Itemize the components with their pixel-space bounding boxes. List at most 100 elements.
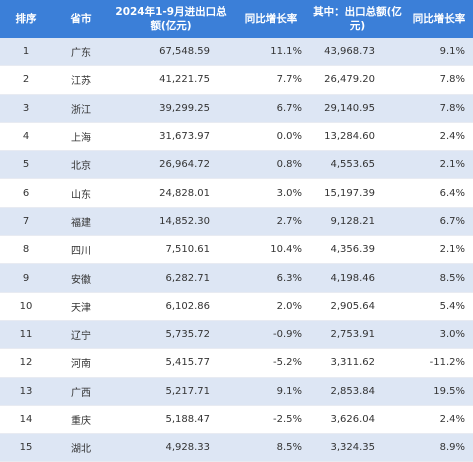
cell-export-growth: 3.0%	[405, 320, 473, 350]
cell-export-growth: 2.1%	[405, 150, 473, 180]
cell-rank: 9	[0, 263, 52, 293]
cell-rank: 2	[0, 65, 52, 95]
cell-total-trade: 7,510.61	[110, 235, 232, 265]
cell-export: 9,128.21	[310, 207, 405, 237]
cell-total-trade: 67,548.59	[110, 38, 232, 67]
table-row: 14 重庆 5,188.47 -2.5% 3,626.04 2.4%	[0, 405, 473, 435]
cell-province: 浙江	[52, 94, 110, 123]
cell-total-growth: 10.4%	[232, 235, 310, 265]
cell-rank: 3	[0, 94, 52, 123]
table-row: 2 江苏 41,221.75 7.7% 26,479.20 7.8%	[0, 65, 473, 95]
cell-rank: 8	[0, 235, 52, 265]
cell-export-growth: 7.8%	[405, 94, 473, 123]
cell-total-trade: 6,282.71	[110, 263, 232, 293]
cell-total-trade: 5,188.47	[110, 405, 232, 435]
cell-total-trade: 31,673.97	[110, 122, 232, 152]
cell-total-growth: -5.2%	[232, 348, 310, 378]
cell-total-growth: 2.0%	[232, 292, 310, 321]
cell-export: 13,284.60	[310, 122, 405, 152]
header-province: 省市	[52, 0, 110, 38]
cell-export: 43,968.73	[310, 38, 405, 67]
cell-total-growth: 7.7%	[232, 65, 310, 95]
cell-export: 2,853.84	[310, 377, 405, 406]
cell-export: 29,140.95	[310, 94, 405, 123]
cell-export: 3,311.62	[310, 348, 405, 378]
cell-export-growth: 19.5%	[405, 377, 473, 406]
cell-export-growth: 2.4%	[405, 405, 473, 435]
cell-export: 4,553.65	[310, 150, 405, 180]
cell-total-growth: 2.7%	[232, 207, 310, 237]
table-row: 12 河南 5,415.77 -5.2% 3,311.62 -11.2%	[0, 348, 473, 378]
cell-export-growth: 2.1%	[405, 235, 473, 265]
cell-rank: 7	[0, 207, 52, 237]
cell-rank: 10	[0, 292, 52, 321]
cell-export: 15,197.39	[310, 178, 405, 208]
table-row: 7 福建 14,852.30 2.7% 9,128.21 6.7%	[0, 207, 473, 237]
cell-export-growth: 6.4%	[405, 178, 473, 208]
cell-total-trade: 5,217.71	[110, 377, 232, 406]
cell-export-growth: 8.5%	[405, 263, 473, 293]
cell-total-growth: -2.5%	[232, 405, 310, 435]
cell-export-growth: 2.4%	[405, 122, 473, 152]
cell-total-growth: 9.1%	[232, 377, 310, 406]
cell-export: 4,198.46	[310, 263, 405, 293]
table-row: 4 上海 31,673.97 0.0% 13,284.60 2.4%	[0, 122, 473, 152]
cell-total-growth: 3.0%	[232, 178, 310, 208]
cell-total-trade: 5,415.77	[110, 348, 232, 378]
cell-export-growth: 5.4%	[405, 292, 473, 321]
cell-export-growth: 7.8%	[405, 65, 473, 95]
cell-total-growth: 11.1%	[232, 38, 310, 67]
table-row: 13 广西 5,217.71 9.1% 2,853.84 19.5%	[0, 377, 473, 406]
cell-province: 福建	[52, 207, 110, 237]
cell-total-growth: 6.3%	[232, 263, 310, 293]
cell-export: 2,905.64	[310, 292, 405, 321]
cell-province: 河南	[52, 348, 110, 378]
cell-total-trade: 41,221.75	[110, 65, 232, 95]
cell-province: 广西	[52, 377, 110, 406]
table-row: 8 四川 7,510.61 10.4% 4,356.39 2.1%	[0, 235, 473, 265]
cell-export-growth: 9.1%	[405, 38, 473, 67]
cell-province: 上海	[52, 122, 110, 152]
cell-total-trade: 6,102.86	[110, 292, 232, 321]
cell-province: 四川	[52, 235, 110, 265]
cell-province: 安徽	[52, 263, 110, 293]
header-total-growth: 同比增长率	[232, 0, 310, 38]
table-row: 1 广东 67,548.59 11.1% 43,968.73 9.1%	[0, 38, 473, 67]
cell-province: 山东	[52, 178, 110, 208]
cell-total-trade: 5,735.72	[110, 320, 232, 350]
cell-total-trade: 14,852.30	[110, 207, 232, 237]
cell-rank: 13	[0, 377, 52, 406]
cell-export: 3,626.04	[310, 405, 405, 435]
table-row: 11 辽宁 5,735.72 -0.9% 2,753.91 3.0%	[0, 320, 473, 350]
cell-total-growth: -0.9%	[232, 320, 310, 350]
table-row: 10 天津 6,102.86 2.0% 2,905.64 5.4%	[0, 292, 473, 321]
table-row: 5 北京 26,964.72 0.8% 4,553.65 2.1%	[0, 150, 473, 180]
cell-export-growth: 6.7%	[405, 207, 473, 237]
cell-total-growth: 0.0%	[232, 122, 310, 152]
cell-rank: 14	[0, 405, 52, 435]
cell-province: 辽宁	[52, 320, 110, 350]
cell-rank: 1	[0, 38, 52, 67]
header-export-growth: 同比增长率	[405, 0, 473, 38]
cell-export-growth: -11.2%	[405, 348, 473, 378]
cell-rank: 12	[0, 348, 52, 378]
cell-province: 广东	[52, 38, 110, 67]
cell-total-trade: 39,299.25	[110, 94, 232, 123]
cell-rank: 5	[0, 150, 52, 180]
cell-total-growth: 6.7%	[232, 94, 310, 123]
table-row: 6 山东 24,828.01 3.0% 15,197.39 6.4%	[0, 178, 473, 208]
cell-total-trade: 26,964.72	[110, 150, 232, 180]
cell-province: 重庆	[52, 405, 110, 435]
header-rank: 排序	[0, 0, 52, 38]
header-row: 排序 省市 2024年1-9月进出口总额(亿元) 同比增长率 其中：出口总额(亿…	[0, 0, 473, 38]
cell-rank: 6	[0, 178, 52, 208]
cell-province: 江苏	[52, 65, 110, 95]
cell-export: 2,753.91	[310, 320, 405, 350]
cell-rank: 11	[0, 320, 52, 350]
cell-total-growth: 0.8%	[232, 150, 310, 180]
cell-export: 4,356.39	[310, 235, 405, 265]
cell-rank: 4	[0, 122, 52, 152]
table-row: 9 安徽 6,282.71 6.3% 4,198.46 8.5%	[0, 263, 473, 293]
cell-export: 26,479.20	[310, 65, 405, 95]
